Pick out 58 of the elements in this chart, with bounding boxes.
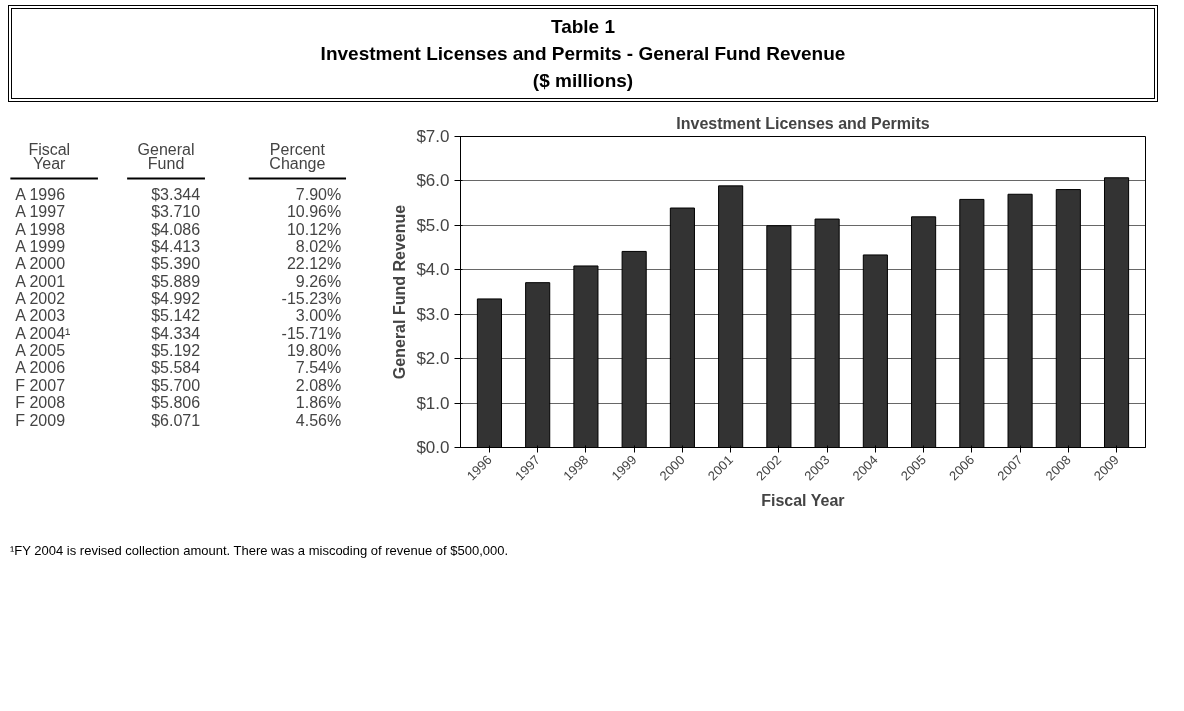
text: 7.54% [295,359,342,377]
y-tick-label: $2.0 [416,349,450,369]
text: $4.413 [151,238,201,256]
chart-title: Table 1 Investment Licenses and Permits - General Fund Revenue ($ millions) [320,15,846,94]
y-tick-label: $4.0 [416,260,450,280]
text: F 2008 [15,394,66,412]
text: A 1997 [15,203,66,221]
y-tick-label: $7.0 [416,127,450,147]
text: 22.12% [286,255,342,273]
text: Percent Change [269,141,326,173]
y-tick-label: $1.0 [416,393,450,413]
text: $5.806 [151,394,201,412]
text: A 1996 [15,186,66,204]
text: -15.23% [281,290,342,308]
y-tick-label: $0.0 [416,438,450,458]
text: -15.71% [281,325,342,343]
text: $5.889 [151,273,201,291]
text: $5.390 [151,255,201,273]
text: 10.96% [286,203,342,221]
text: 4.56% [295,411,342,429]
text: 9.26% [295,273,342,291]
text: 2.08% [295,377,342,395]
text: $5.192 [151,342,201,360]
text: $4.086 [151,221,201,238]
text: 19.80% [286,342,342,360]
y-tick-label: $3.0 [416,305,450,325]
text: A 1999 [15,238,66,256]
text: $6.071 [151,411,201,429]
text: 8.02% [295,238,342,256]
y-tick-label: $5.0 [416,216,450,236]
x-axis-title: Fiscal Year [761,492,845,510]
text: A 1998 [15,221,66,238]
text: Fiscal Year [28,141,71,173]
text: A 2000 [15,255,66,273]
text: A 2004¹ [15,325,71,343]
y-axis-title: General Fund Revenue [391,205,409,380]
chart-subtitle: Investment Licenses and Permits [676,114,930,132]
text: $4.992 [151,290,201,308]
text: A 2002 [15,290,66,308]
text: ¹FY 2004 is revised collection amount. There was a miscoding of revenue of $500,000. [10,542,509,561]
text: $3.344 [151,186,201,204]
text: A 2003 [15,307,66,325]
text: 7.90% [295,186,342,204]
text: $5.700 [151,377,201,395]
text: A 2001 [15,273,66,291]
text: 10.12% [286,221,342,238]
text: A 2005 [15,342,66,360]
text: A 2006 [15,359,66,377]
y-tick-label: $6.0 [416,171,450,191]
text: $3.710 [151,203,201,221]
text: F 2007 [15,377,66,395]
text: $5.142 [151,307,201,325]
text: $4.334 [151,325,201,343]
text: F 2009 [15,411,66,429]
text: 3.00% [295,307,342,325]
text: General Fund [137,141,195,173]
text: 1.86% [295,394,342,412]
text: $5.584 [151,359,201,377]
